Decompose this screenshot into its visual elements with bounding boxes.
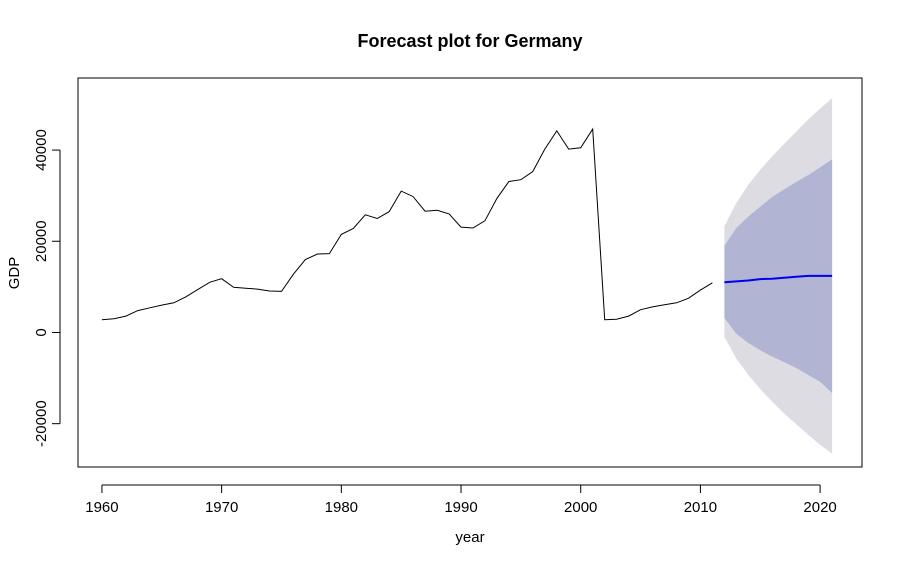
history-line (101, 127, 713, 321)
y-tick-label: 40000 (33, 129, 50, 171)
series-lines (101, 127, 833, 321)
chart-title: Forecast plot for Germany (357, 31, 582, 51)
x-tick-label: 2010 (684, 499, 717, 516)
forecast-line (724, 274, 833, 284)
y-axis-label: GDP (6, 257, 23, 290)
x-tick-label: 1960 (85, 499, 118, 516)
y-axis: -20000 0 20000 40000 (33, 129, 61, 447)
x-tick-label: 1990 (444, 499, 477, 516)
prediction-bands (724, 98, 833, 454)
x-axis-label: year (455, 529, 484, 546)
x-tick-label: 2020 (803, 499, 836, 516)
x-tick-label: 2000 (564, 499, 597, 516)
y-tick-label: 20000 (33, 220, 50, 262)
x-tick-label: 1970 (205, 499, 238, 516)
plot-area-frame (77, 77, 863, 468)
y-tick-label: -20000 (33, 400, 50, 447)
y-tick-label: 0 (33, 328, 50, 336)
x-axis: 1960 1970 1980 1990 2000 2010 2020 (85, 484, 837, 516)
x-tick-label: 1980 (325, 499, 358, 516)
band-80 (724, 159, 833, 394)
